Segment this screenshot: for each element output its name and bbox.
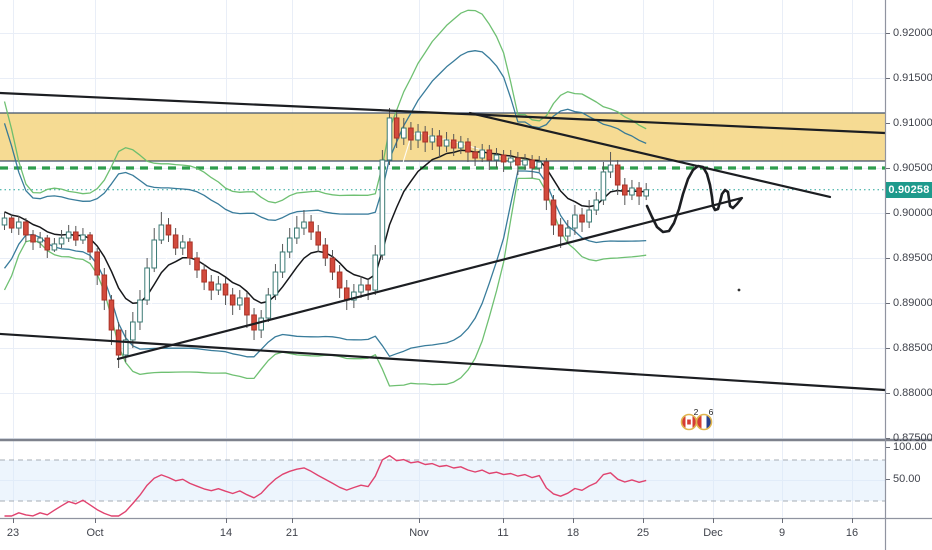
trendline-descending-support[interactable] [0, 332, 887, 392]
price-tick-label: 0.88000 [893, 387, 932, 399]
supply-zone[interactable] [0, 112, 885, 162]
trendline-descending-resistance-upper[interactable] [0, 91, 887, 135]
time-tick-label: 23 [6, 527, 20, 539]
black-ma-line [4, 149, 647, 304]
event-count-label: 6 [709, 407, 714, 417]
price-tick-label: 0.90500 [893, 162, 932, 174]
price-tick-label: 0.91500 [893, 72, 932, 84]
price-tick-label: 0.88500 [893, 342, 932, 354]
time-tick-label: Oct [86, 527, 104, 539]
time-tick-label: 16 [845, 527, 859, 539]
brush-projection-drawing[interactable] [645, 164, 743, 234]
trendline-descending-resistance-lower[interactable] [468, 111, 832, 199]
time-tick-label: 25 [636, 527, 650, 539]
price-axis-scale[interactable]: 0.92000 0.91500 0.91000 0.90500 0.90000 0.895… [886, 0, 932, 518]
price-tick-label: 0.92000 [893, 27, 932, 39]
event-badge-ring [695, 413, 713, 431]
dot-drawing[interactable] [737, 288, 741, 292]
time-axis-scale[interactable]: 23 Oct 14 21 Nov 11 18 25 Dec 9 16 [0, 518, 932, 550]
time-tick-label: 14 [219, 527, 233, 539]
bollinger-bands [3, 9, 647, 387]
price-tick-label: 0.91000 [893, 117, 932, 129]
trendline-ascending-support[interactable] [116, 196, 744, 361]
time-tick-label: 21 [285, 527, 299, 539]
price-tick-label: 0.87500 [893, 432, 932, 444]
event-flag-icon[interactable] [696, 414, 712, 430]
time-tick-label: 18 [566, 527, 580, 539]
rsi-tick-label: 100.00 [893, 441, 927, 453]
rsi-line [4, 454, 647, 517]
current-price-value: 0.90258 [888, 183, 930, 196]
rsi-tick-label: 50.00 [893, 473, 921, 485]
price-tick-label: 0.89500 [893, 252, 932, 264]
time-tick-label: Nov [409, 527, 429, 539]
price-tick-label: 0.90000 [893, 207, 932, 219]
time-tick-label: 11 [497, 527, 509, 539]
time-tick-label: 9 [778, 527, 786, 539]
time-tick-label: Dec [703, 527, 723, 539]
event-flag-icon[interactable] [681, 414, 697, 430]
rsi-pane [0, 454, 885, 517]
current-price-label: 0.90258 [886, 181, 932, 198]
event-count-label: 2 [694, 407, 699, 417]
price-tick-label: 0.89000 [893, 297, 932, 309]
